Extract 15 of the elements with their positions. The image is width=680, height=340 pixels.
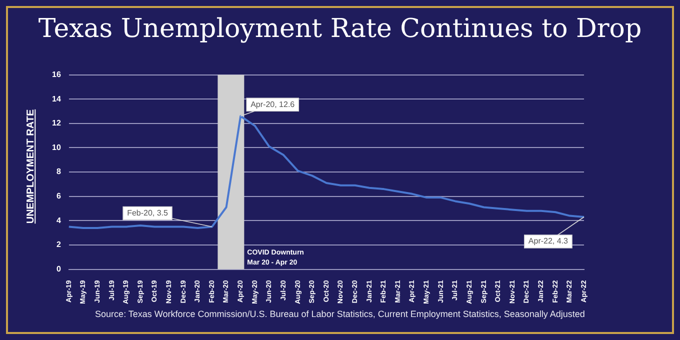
- y-axis-title: UNEMPLOYMENT RATE: [26, 108, 37, 224]
- y-tick-label: 0: [56, 264, 62, 274]
- annotation: Feb-20, 3.5: [127, 208, 169, 218]
- source-note: Source: Texas Workforce Commission/U.S. Bureau of Labor Statistics, Current Employment Statistics, Seasonally Adjusted: [94, 309, 586, 319]
- annotation: Apr-20, 12.6: [250, 100, 296, 109]
- annotation: Apr-22, 4.3: [528, 236, 569, 246]
- y-tick-label: 16: [52, 70, 62, 80]
- y-tick-label: 2: [56, 240, 62, 250]
- y-tick-label: 14: [52, 94, 62, 104]
- y-tick-label: 12: [52, 118, 62, 128]
- y-tick-label: 4: [56, 216, 62, 225]
- y-tick-label: 6: [56, 192, 62, 201]
- y-tick-label: 10: [52, 142, 62, 152]
- y-tick-label: 8: [56, 167, 62, 176]
- chart-title: Texas Unemployment Rate Continues to Drop: [37, 14, 643, 44]
